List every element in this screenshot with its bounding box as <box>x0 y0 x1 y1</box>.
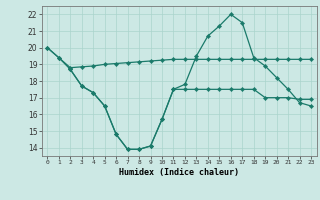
X-axis label: Humidex (Indice chaleur): Humidex (Indice chaleur) <box>119 168 239 177</box>
